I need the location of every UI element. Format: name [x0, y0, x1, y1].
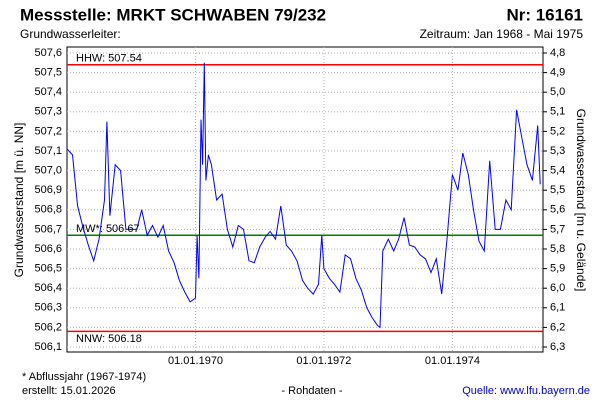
plot-frame	[66, 46, 544, 353]
y-tick-label: 506,7	[34, 223, 62, 235]
y2-tick-label: 5,5	[550, 184, 565, 196]
y-tick-label: 507,1	[34, 145, 62, 157]
reference-label: NNW: 506.18	[76, 333, 142, 345]
footnote: * Abflussjahr (1967-1974)	[22, 371, 146, 383]
y2-tick-label: 5,1	[550, 106, 565, 118]
y-tick-label: 506,1	[34, 341, 62, 353]
raw-data-note: - Rohdaten -	[281, 385, 342, 397]
x-tick-label: 01.01.1972	[296, 355, 351, 367]
y2-tick-label: 5,7	[550, 223, 565, 235]
y-tick-label: 507,6	[34, 47, 62, 59]
y-tick-label: 506,2	[34, 321, 62, 333]
data-line	[66, 62, 541, 329]
chart-title: Messstelle: MRKT SCHWABEN 79/232	[20, 5, 326, 24]
y2-tick-label: 6,2	[550, 321, 565, 333]
y2-tick-label: 5,0	[550, 86, 565, 98]
y-tick-label: 507,3	[34, 106, 62, 118]
y2-tick-label: 6,0	[550, 282, 565, 294]
x-tick-label: 01.01.1970	[168, 355, 223, 367]
reference-label: MW*: 506.67	[76, 223, 140, 235]
created-date: erstellt: 15.01.2026	[22, 385, 116, 397]
y2-tick-label: 5,4	[550, 165, 565, 177]
y-tick-label: 506,6	[34, 243, 62, 255]
y2-tick-label: 5,9	[550, 263, 565, 275]
station-number: Nr: 16161	[506, 5, 583, 24]
y2-tick-label: 5,8	[550, 243, 565, 255]
y2-tick-label: 5,6	[550, 204, 565, 216]
y2-axis-label: Grundwasserstand [m u. Gelände]	[574, 109, 588, 292]
y-tick-label: 506,8	[34, 204, 62, 216]
y2-tick-label: 5,3	[550, 145, 565, 157]
y-tick-label: 506,9	[34, 184, 62, 196]
y-axis-label: Grundwasserstand [m ü. NN]	[12, 123, 26, 278]
y-tick-label: 507,2	[34, 125, 62, 137]
y-tick-label: 507,4	[34, 86, 62, 98]
y-tick-label: 507,5	[34, 67, 62, 79]
y2-tick-label: 4,8	[550, 47, 565, 59]
y2-tick-label: 6,3	[550, 341, 565, 353]
subtitle-left: Grundwasserleiter:	[20, 27, 121, 41]
x-tick-label: 01.01.1974	[425, 355, 480, 367]
y-tick-label: 506,5	[34, 263, 62, 275]
subtitle-right: Zeitraum: Jan 1968 - Mai 1975	[420, 27, 584, 41]
y2-tick-label: 5,2	[550, 125, 565, 137]
y-tick-label: 506,4	[34, 282, 62, 294]
reference-label: HHW: 507.54	[76, 53, 142, 65]
y2-tick-label: 4,9	[550, 67, 565, 79]
y-tick-label: 507,0	[34, 165, 62, 177]
y2-tick-label: 6,1	[550, 302, 565, 314]
source: Quelle: www.lfu.bayern.de	[462, 385, 590, 397]
y-tick-label: 506,3	[34, 302, 62, 314]
